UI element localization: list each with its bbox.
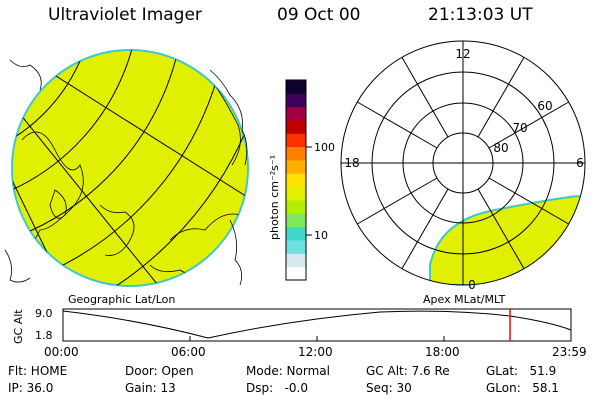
time-label: 21:13:03 UT <box>428 5 533 25</box>
timeline-tick-3: 18:00 <box>425 345 460 359</box>
timeline-tick-2: 12:00 <box>298 345 333 359</box>
mlt-spoke <box>477 188 525 269</box>
colorbar-cell <box>286 160 306 174</box>
colorbar-tick-high: 100 <box>314 141 335 154</box>
mlat-label-60: 60 <box>537 99 552 113</box>
coastline <box>9 59 42 91</box>
colorbar-cell <box>286 120 306 134</box>
timeline-y-low: 1.8 <box>35 329 53 342</box>
status-gcalt: GC Alt: 7.6 Re <box>366 364 450 378</box>
colorbar-cell <box>286 173 306 188</box>
mlt-label-18: 18 <box>344 156 359 170</box>
timeline-y-high: 9.0 <box>35 307 53 320</box>
geographic-label: Geographic Lat/Lon <box>68 293 176 306</box>
mlt-spoke <box>401 188 449 269</box>
apex-label: Apex MLat/MLT <box>423 293 506 306</box>
mlat-label-70: 70 <box>512 121 527 135</box>
geographic-map <box>4 49 249 287</box>
colorbar-cell <box>286 240 306 254</box>
mlt-label-6: 6 <box>576 156 584 170</box>
mlt-spoke <box>488 101 569 149</box>
timeline-ticks <box>189 336 445 341</box>
mlt-spoke <box>477 57 525 138</box>
colorbar-cell <box>286 253 306 268</box>
colorbar-cell <box>286 213 306 228</box>
status-flt: Flt: HOME <box>8 364 68 378</box>
colorbar-unit-label: photon cm⁻²s⁻¹ <box>268 155 281 240</box>
colorbar-cell <box>286 106 306 121</box>
mlt-label-0: 0 <box>468 278 476 292</box>
status-mode: Mode: Normal <box>246 364 330 378</box>
timeline-tick-0: 00:00 <box>44 345 79 359</box>
mlt-spoke <box>357 101 438 149</box>
coastline <box>209 69 248 166</box>
colorbar-tick-low: 10 <box>314 229 328 242</box>
status-door: Door: Open <box>125 364 194 378</box>
altitude-curve <box>62 310 572 339</box>
longitude-line <box>12 50 71 286</box>
altitude-timeline: GC Alt <box>12 308 572 344</box>
status-gain: Gain: 13 <box>125 381 176 395</box>
colorbar-cell <box>286 226 306 241</box>
coastline <box>99 204 135 256</box>
coastline <box>49 189 67 219</box>
longitude-line <box>12 50 171 286</box>
status-glat: GLat: 51.9 <box>486 364 557 378</box>
colorbar: 100 10 photon cm⁻²s⁻¹ <box>268 79 335 281</box>
mlt-spoke <box>488 177 569 225</box>
colorbar-cell <box>286 133 306 148</box>
date-label: 09 Oct 00 <box>277 5 361 25</box>
colorbar-cell <box>286 80 306 94</box>
coastline <box>169 213 241 241</box>
colorbar-frame <box>285 79 307 281</box>
timeline-tick-1: 06:00 <box>171 345 206 359</box>
coastline <box>229 219 243 286</box>
timeline-tick-4: 23:59 <box>552 345 587 359</box>
longitude-line <box>12 50 248 206</box>
coastline <box>214 84 241 166</box>
auroral-emission-region <box>11 49 249 287</box>
mlt-spoke <box>401 57 449 138</box>
polar-plot: 12 18 6 0 60 70 80 <box>340 40 586 292</box>
status-seq: Seq: 30 <box>366 381 412 395</box>
coastline <box>19 131 84 256</box>
coastline <box>4 249 31 283</box>
mlat-label-80: 80 <box>493 141 508 155</box>
timeline-axis-label: GC Alt <box>12 309 25 344</box>
status-dsp: Dsp: -0.0 <box>246 381 309 395</box>
mlt-spoke <box>357 177 438 225</box>
instrument-title: Ultraviolet Imager <box>48 5 202 25</box>
colorbar-cell <box>286 186 306 201</box>
mlt-label-12: 12 <box>455 47 470 61</box>
colorbar-cell <box>286 266 306 281</box>
colorbar-cell <box>286 146 306 161</box>
status-ip: IP: 36.0 <box>8 381 54 395</box>
colorbar-cell <box>286 93 306 108</box>
colorbar-cell <box>286 200 306 214</box>
status-glon: GLon: 58.1 <box>486 381 559 395</box>
